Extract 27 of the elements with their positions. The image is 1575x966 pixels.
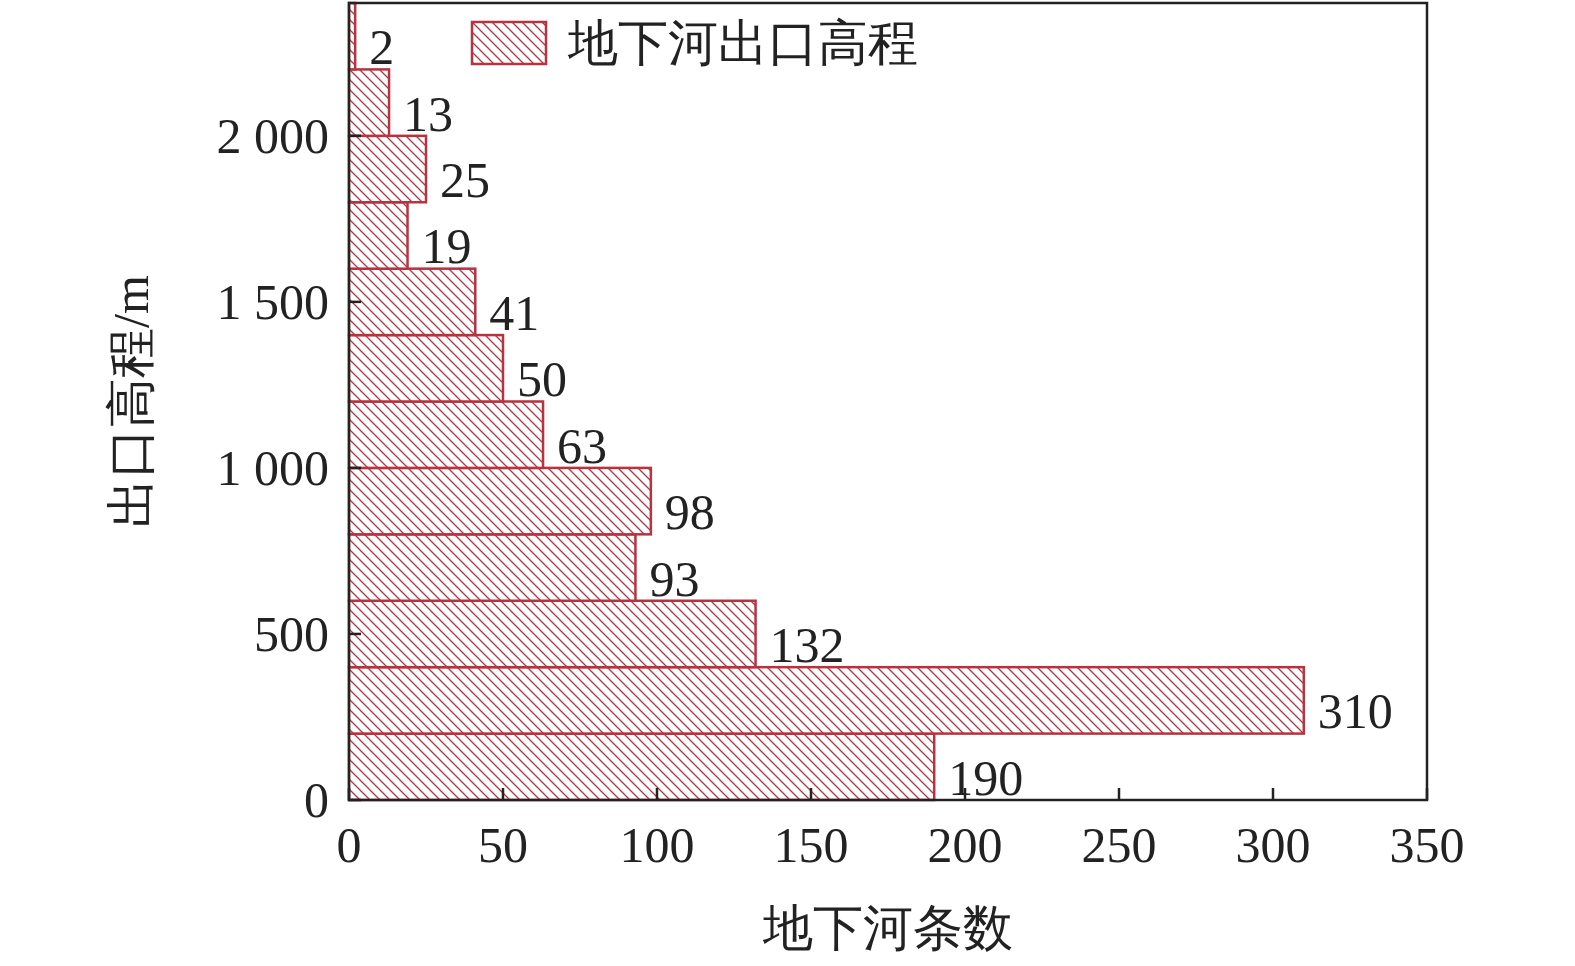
y-tick-label: 500 bbox=[254, 605, 329, 662]
y-tick-label: 1 500 bbox=[216, 273, 329, 330]
x-tick-label: 250 bbox=[1081, 817, 1157, 873]
x-axis-title: 地下河条数 bbox=[762, 900, 1013, 956]
data-label: 2 bbox=[369, 19, 395, 76]
data-label: 310 bbox=[1317, 683, 1393, 740]
x-tick-label: 300 bbox=[1235, 817, 1311, 873]
x-tick-label: 50 bbox=[478, 817, 528, 873]
y-axis-title: 出口高程/m bbox=[103, 275, 159, 528]
data-label: 50 bbox=[517, 351, 567, 408]
data-label: 25 bbox=[440, 152, 490, 209]
x-tick-label: 200 bbox=[927, 817, 1003, 873]
data-label: 13 bbox=[403, 85, 454, 142]
x-tick-label: 150 bbox=[773, 817, 849, 873]
data-label: 19 bbox=[421, 218, 472, 275]
data-label: 132 bbox=[769, 616, 845, 673]
data-label: 63 bbox=[557, 417, 608, 474]
x-tick-label: 350 bbox=[1389, 817, 1465, 873]
data-label: 93 bbox=[649, 550, 700, 607]
data-label: 98 bbox=[664, 484, 715, 541]
y-tick-label: 0 bbox=[304, 772, 329, 828]
x-tick-label: 100 bbox=[619, 817, 695, 873]
legend: 地下河出口高程 bbox=[470, 15, 918, 71]
data-label: 41 bbox=[489, 284, 540, 341]
data-label: 190 bbox=[948, 749, 1024, 806]
y-tick-label: 1 000 bbox=[216, 439, 329, 496]
y-tick-label: 2 000 bbox=[216, 107, 329, 164]
